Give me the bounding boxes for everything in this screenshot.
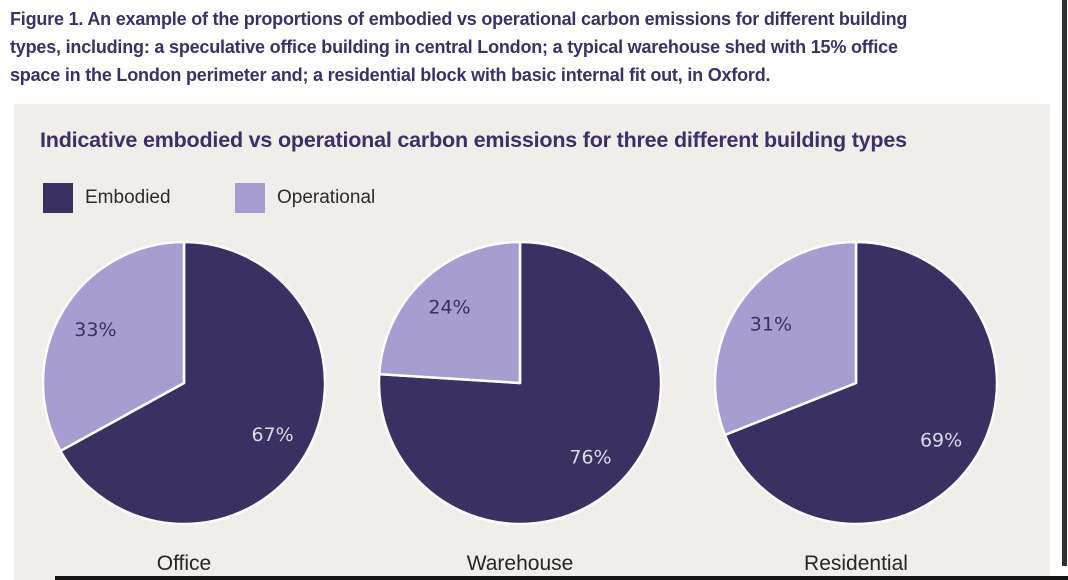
category-label-residential: Residential xyxy=(804,552,908,575)
pct-label-embodied: 67% xyxy=(251,424,293,446)
embodied-swatch-icon xyxy=(43,183,73,213)
pie-slice-operational xyxy=(41,240,186,453)
chart-title: Indicative embodied vs operational carbo… xyxy=(40,128,907,152)
pct-label-embodied: 69% xyxy=(920,429,962,451)
caption-line: Figure 1. An example of the proportions … xyxy=(10,9,908,29)
operational-swatch-icon xyxy=(235,183,265,213)
chart-panel: Indicative embodied vs operational carbo… xyxy=(14,104,1050,580)
pie-slice-operational xyxy=(378,240,522,385)
legend-label-operational: Operational xyxy=(277,187,376,208)
page-edge-right xyxy=(1062,0,1067,566)
caption-line: space in the London perimeter and; a res… xyxy=(10,65,771,85)
pie-slice-embodied xyxy=(59,240,327,526)
figure-caption: Figure 1. An example of the proportions … xyxy=(10,5,1060,89)
category-label-warehouse: Warehouse xyxy=(466,552,574,575)
pct-label-operational: 33% xyxy=(74,319,116,341)
legend-item-operational: Operational xyxy=(235,183,375,213)
pct-label-operational: 24% xyxy=(428,297,470,319)
pie-slice-embodied xyxy=(377,240,663,526)
pie-slice-operational xyxy=(713,240,858,437)
category-label-office: Office xyxy=(156,552,212,575)
pct-label-operational: 31% xyxy=(750,314,792,336)
page-edge-bottom xyxy=(55,576,1068,580)
pie-chart-warehouse: 76% 24% xyxy=(370,233,670,533)
pie-slice-embodied xyxy=(723,240,999,526)
pie-chart-residential: 69% 31% xyxy=(706,233,1006,533)
legend-label-embodied: Embodied xyxy=(85,187,171,208)
legend-item-embodied: Embodied xyxy=(43,183,171,213)
pie-chart-office: 67% 33% xyxy=(34,233,334,533)
caption-line: types, including: a speculative office b… xyxy=(10,37,898,57)
pct-label-embodied: 76% xyxy=(569,447,611,469)
